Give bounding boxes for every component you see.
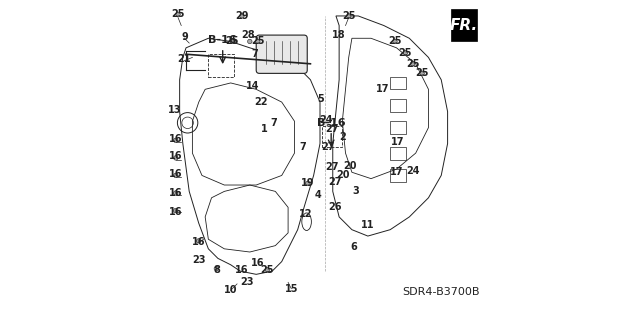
Circle shape [306, 181, 310, 186]
Text: 1: 1 [261, 124, 268, 134]
Text: 17: 17 [390, 137, 404, 147]
Text: 3: 3 [353, 186, 359, 197]
FancyBboxPatch shape [256, 35, 307, 73]
Text: 25: 25 [415, 68, 429, 78]
Text: 7: 7 [299, 142, 306, 152]
Circle shape [239, 14, 244, 18]
Bar [390, 121, 406, 134]
Text: 16: 16 [169, 151, 182, 161]
Text: 18: 18 [332, 30, 346, 40]
Text: 24: 24 [319, 115, 333, 125]
Text: 16: 16 [169, 134, 182, 144]
Text: 4: 4 [315, 189, 322, 200]
Text: 10: 10 [224, 285, 237, 295]
Bar [390, 77, 406, 89]
Text: B-16: B-16 [209, 35, 237, 45]
Bar [390, 99, 406, 112]
Text: 7: 7 [252, 49, 258, 59]
Text: SDR4-B3700B: SDR4-B3700B [403, 287, 480, 297]
Text: 14: 14 [246, 81, 260, 91]
Circle shape [173, 173, 178, 178]
Text: 25: 25 [399, 48, 412, 58]
Circle shape [248, 39, 252, 44]
Text: 13: 13 [168, 105, 182, 115]
Circle shape [173, 138, 178, 143]
Circle shape [196, 239, 201, 243]
Text: 15: 15 [285, 284, 298, 294]
Circle shape [410, 62, 415, 66]
Circle shape [176, 12, 180, 17]
Text: 17: 17 [390, 167, 403, 177]
Circle shape [173, 191, 178, 195]
Circle shape [173, 208, 178, 213]
FancyBboxPatch shape [451, 9, 477, 41]
Text: 16: 16 [169, 169, 182, 179]
Circle shape [393, 39, 397, 44]
Text: 26: 26 [328, 202, 342, 212]
Text: 25: 25 [225, 36, 239, 47]
Bar [390, 169, 406, 182]
Text: 24: 24 [406, 166, 419, 176]
Text: 23: 23 [240, 277, 253, 287]
Text: 6: 6 [350, 242, 357, 252]
Circle shape [173, 156, 178, 160]
Text: 23: 23 [192, 255, 205, 265]
Text: 2: 2 [340, 132, 346, 142]
Text: 25: 25 [342, 11, 355, 21]
Text: 28: 28 [241, 30, 255, 40]
Text: 8: 8 [213, 264, 220, 275]
Text: 25: 25 [251, 36, 264, 47]
Text: 25: 25 [406, 59, 419, 69]
Circle shape [255, 39, 260, 44]
Circle shape [214, 266, 218, 271]
Text: 7: 7 [270, 118, 277, 128]
Text: 12: 12 [299, 209, 312, 219]
Text: B-16: B-16 [317, 118, 346, 128]
Text: 17: 17 [376, 84, 389, 94]
Text: 27: 27 [325, 162, 339, 173]
Text: 27: 27 [325, 124, 339, 134]
Text: 25: 25 [388, 36, 402, 47]
Text: 22: 22 [254, 97, 268, 107]
Text: 25: 25 [172, 9, 185, 19]
Text: 21: 21 [178, 54, 191, 64]
Text: 20: 20 [344, 161, 357, 171]
Text: 19: 19 [301, 178, 315, 189]
Circle shape [420, 71, 424, 76]
Text: 27: 27 [328, 177, 342, 187]
Circle shape [346, 14, 351, 18]
Text: 9: 9 [181, 32, 188, 42]
Text: FR.: FR. [450, 18, 478, 33]
Circle shape [265, 267, 269, 272]
Text: 16: 16 [169, 188, 182, 198]
Text: 16: 16 [192, 237, 205, 248]
Text: 16: 16 [169, 207, 182, 217]
Text: 16: 16 [251, 258, 264, 268]
Circle shape [403, 50, 408, 55]
Text: 20: 20 [336, 170, 349, 181]
Circle shape [230, 39, 234, 44]
Text: 27: 27 [321, 142, 335, 152]
Text: 16: 16 [235, 264, 248, 275]
Text: 5: 5 [317, 94, 324, 104]
Text: 25: 25 [260, 264, 274, 275]
Bar [390, 147, 406, 160]
Text: 29: 29 [235, 11, 248, 21]
Text: 11: 11 [360, 220, 374, 230]
